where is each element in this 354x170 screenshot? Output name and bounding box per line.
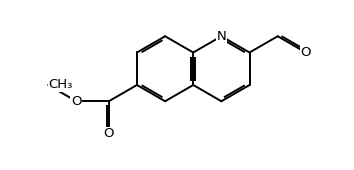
Text: O: O [301, 46, 311, 59]
Text: O: O [104, 127, 114, 140]
Text: N: N [217, 30, 226, 43]
Text: O: O [71, 95, 81, 108]
Text: CH₃: CH₃ [48, 79, 73, 91]
